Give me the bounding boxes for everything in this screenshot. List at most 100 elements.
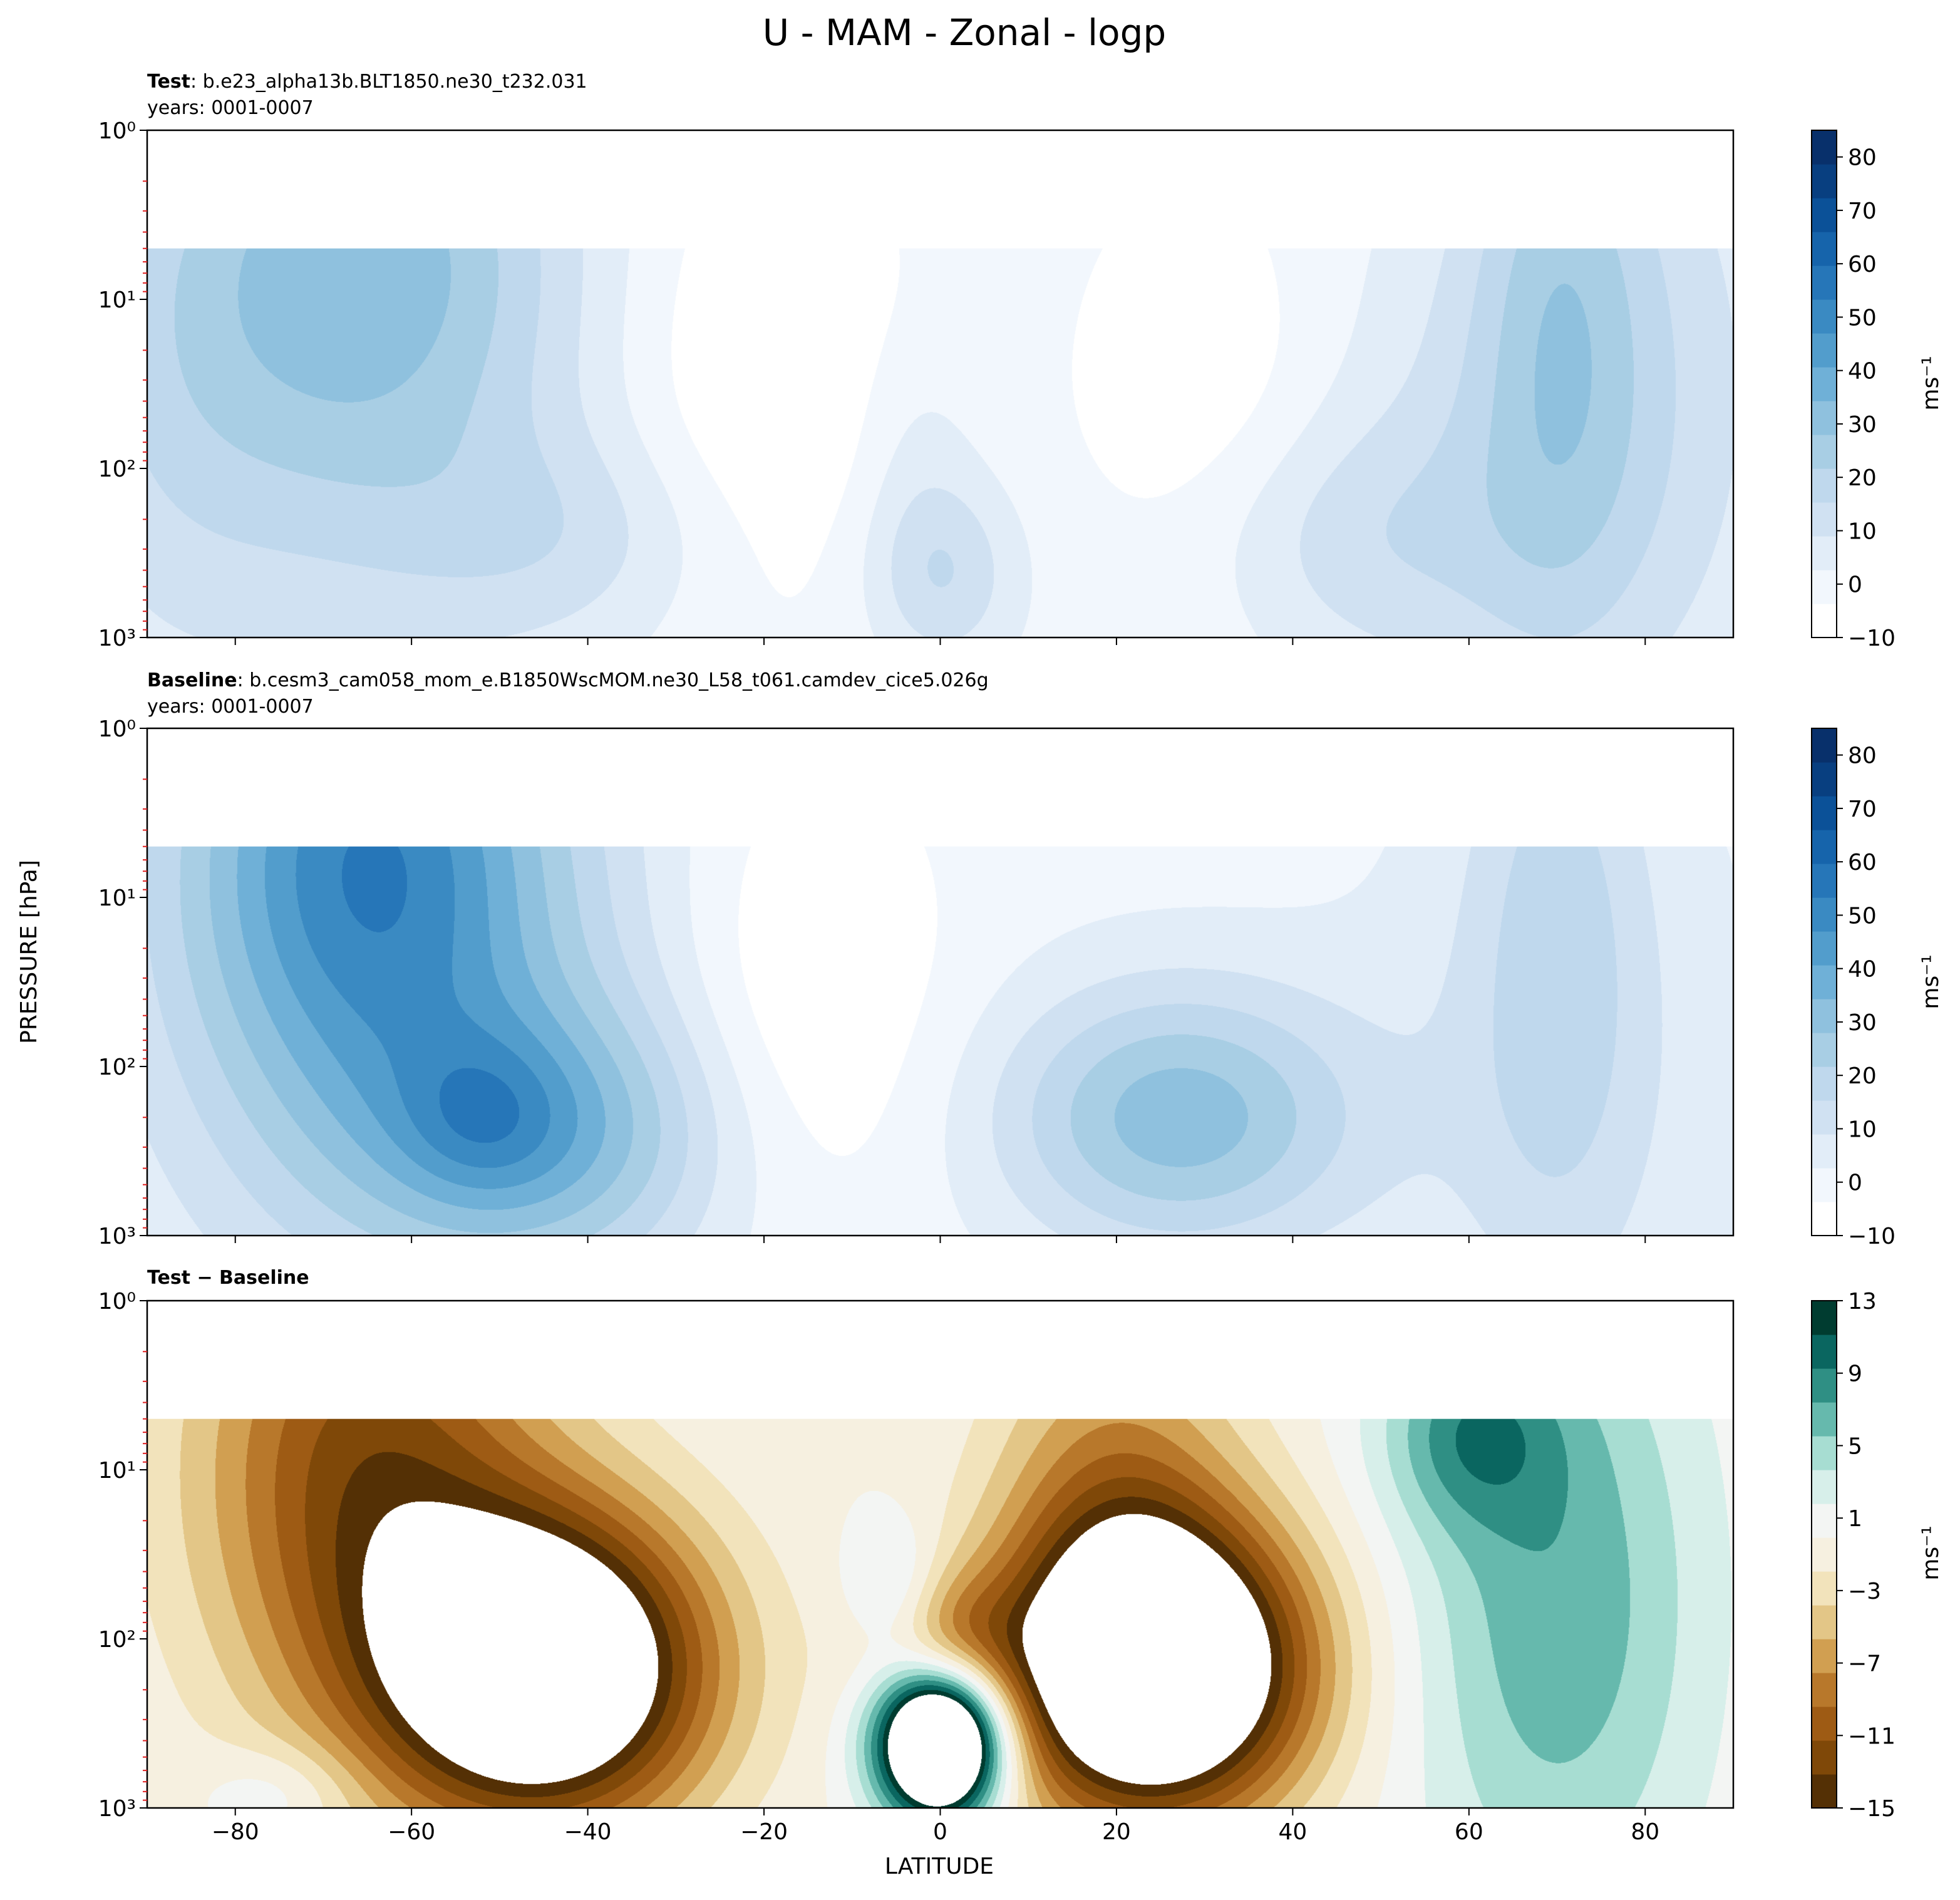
y-tick-label: 10⁰ — [98, 716, 136, 742]
colorbar-band — [1812, 164, 1837, 199]
colorbar-tick-label: 80 — [1848, 145, 1877, 171]
colorbar-band — [1812, 232, 1837, 266]
colorbar-band — [1812, 1470, 1837, 1504]
colorbar-band — [1812, 130, 1837, 165]
colorbar-tick-label: 60 — [1848, 252, 1877, 277]
contour-field — [147, 1418, 1733, 1808]
panel-test-colorbar-label: ms⁻¹ — [1918, 356, 1944, 410]
colorbar-band — [1812, 897, 1837, 932]
x-tick-label: −20 — [740, 1819, 788, 1845]
x-tick-label: −40 — [564, 1819, 612, 1845]
panel-baseline-colorbar-label: ms⁻¹ — [1918, 954, 1944, 1009]
colorbar-band — [1812, 864, 1837, 898]
colorbar-tick-label: 80 — [1848, 743, 1877, 769]
colorbar-band — [1812, 1436, 1837, 1470]
colorbar-tick-label: −10 — [1848, 1224, 1896, 1249]
y-axis-label: PRESSURE [hPa] — [16, 860, 42, 1044]
colorbar-tick-label: 5 — [1848, 1433, 1862, 1459]
colorbar-tick-label: 70 — [1848, 199, 1877, 224]
x-tick-label: 0 — [933, 1819, 947, 1845]
colorbar-band — [1812, 502, 1837, 537]
colorbar-band — [1812, 1033, 1837, 1067]
colorbar-band — [1812, 570, 1837, 604]
y-tick-label: 10³ — [98, 1224, 136, 1249]
colorbar-band — [1812, 1639, 1837, 1673]
colorbar-tick-label: 10 — [1848, 1117, 1877, 1142]
colorbar-band — [1812, 266, 1837, 300]
colorbar-tick-label: 1 — [1848, 1506, 1862, 1532]
panel-baseline-title-rest: : b.cesm3_cam058_mom_e.B1850WscMOM.ne30_… — [237, 669, 989, 691]
panel-difference-colorbar-label: ms⁻¹ — [1918, 1526, 1944, 1580]
colorbar-frame — [1811, 130, 1837, 638]
colorbar-tick-label: 9 — [1848, 1361, 1862, 1387]
x-axis-label: LATITUDE — [885, 1854, 994, 1879]
colorbar-tick-label: −15 — [1848, 1796, 1896, 1822]
colorbar-band — [1812, 1100, 1837, 1135]
colorbar-band — [1812, 1335, 1837, 1369]
colorbar-band — [1812, 1706, 1837, 1741]
colorbar-band — [1812, 536, 1837, 571]
colorbar-tick-label: 13 — [1848, 1289, 1877, 1314]
colorbar-tick-label: 40 — [1848, 957, 1877, 983]
panel-baseline-title-bold: Baseline — [147, 669, 237, 691]
colorbar-tick-label: −10 — [1848, 626, 1896, 651]
colorbar-band — [1812, 796, 1837, 830]
colorbar-band — [1812, 604, 1837, 638]
y-tick-label: 10⁰ — [98, 1289, 136, 1314]
x-tick-label: 40 — [1278, 1819, 1307, 1845]
colorbar-tick-label: 30 — [1848, 412, 1877, 438]
colorbar-band — [1812, 1605, 1837, 1639]
colorbar-tick-label: 60 — [1848, 850, 1877, 875]
colorbar-band — [1812, 299, 1837, 334]
panel-baseline: Baseline: b.cesm3_cam058_mom_e.B1850WscM… — [98, 669, 1944, 1249]
colorbar-tick-label: −7 — [1848, 1651, 1881, 1677]
colorbar-band — [1812, 1168, 1837, 1202]
y-tick-label: 10² — [98, 457, 136, 482]
colorbar-tick-label: 0 — [1848, 1170, 1862, 1196]
panel-difference-title-bold: Test − Baseline — [147, 1267, 309, 1289]
x-tick-label: 60 — [1455, 1819, 1483, 1845]
colorbar-band — [1812, 965, 1837, 999]
y-tick-label: 10³ — [98, 626, 136, 651]
y-tick-label: 10¹ — [98, 287, 136, 313]
contour-field — [147, 846, 1733, 1236]
colorbar-tick-label: 20 — [1848, 1063, 1877, 1089]
colorbar-band — [1812, 198, 1837, 232]
colorbar-band — [1812, 435, 1837, 469]
colorbar-tick-label: 70 — [1848, 797, 1877, 822]
panel-test-subtitle: years: 0001-0007 — [147, 97, 314, 119]
panel-test: Test: b.e23_alpha13b.BLT1850.ne30_t232.0… — [98, 71, 1944, 651]
y-tick-label: 10⁰ — [98, 118, 136, 144]
x-tick-label: 80 — [1631, 1819, 1659, 1845]
panel-baseline-title: Baseline: b.cesm3_cam058_mom_e.B1850WscM… — [147, 669, 989, 691]
x-tick-label: −60 — [388, 1819, 435, 1845]
panel-baseline-subtitle: years: 0001-0007 — [147, 696, 314, 718]
colorbar-tick-label: 20 — [1848, 465, 1877, 491]
colorbar-tick-label: 50 — [1848, 903, 1877, 929]
colorbar-band — [1812, 931, 1837, 966]
colorbar-band — [1812, 999, 1837, 1033]
y-tick-label: 10¹ — [98, 1458, 136, 1484]
x-tick-label: −80 — [212, 1819, 259, 1845]
colorbar-band — [1812, 1504, 1837, 1538]
colorbar-band — [1812, 1202, 1837, 1236]
colorbar-band — [1812, 367, 1837, 401]
colorbar-band — [1812, 1537, 1837, 1572]
x-tick-label: 20 — [1102, 1819, 1131, 1845]
colorbar-band — [1812, 1301, 1837, 1335]
y-tick-label: 10² — [98, 1627, 136, 1653]
colorbar: −15 −11 −7 −3 1 5 9 13 — [1811, 1289, 1896, 1822]
colorbar: −10 0 10 20 30 40 50 60 70 80 — [1811, 130, 1896, 651]
colorbar-tick-label: 30 — [1848, 1010, 1877, 1036]
colorbar-band — [1812, 1368, 1837, 1403]
colorbar-band — [1812, 468, 1837, 503]
colorbar-band — [1812, 1402, 1837, 1437]
panel-difference: Test − Baseline ms⁻¹ 10⁰ 10¹ 10² 10³ −80 −60 −… — [98, 1267, 1944, 1845]
colorbar-tick-label: 0 — [1848, 572, 1862, 598]
colorbar-band — [1812, 1066, 1837, 1101]
colorbar-band — [1812, 728, 1837, 763]
panel-test-title-rest: : b.e23_alpha13b.BLT1850.ne30_t232.031 — [190, 71, 587, 93]
colorbar-band — [1812, 1740, 1837, 1775]
colorbar-band — [1812, 1134, 1837, 1169]
